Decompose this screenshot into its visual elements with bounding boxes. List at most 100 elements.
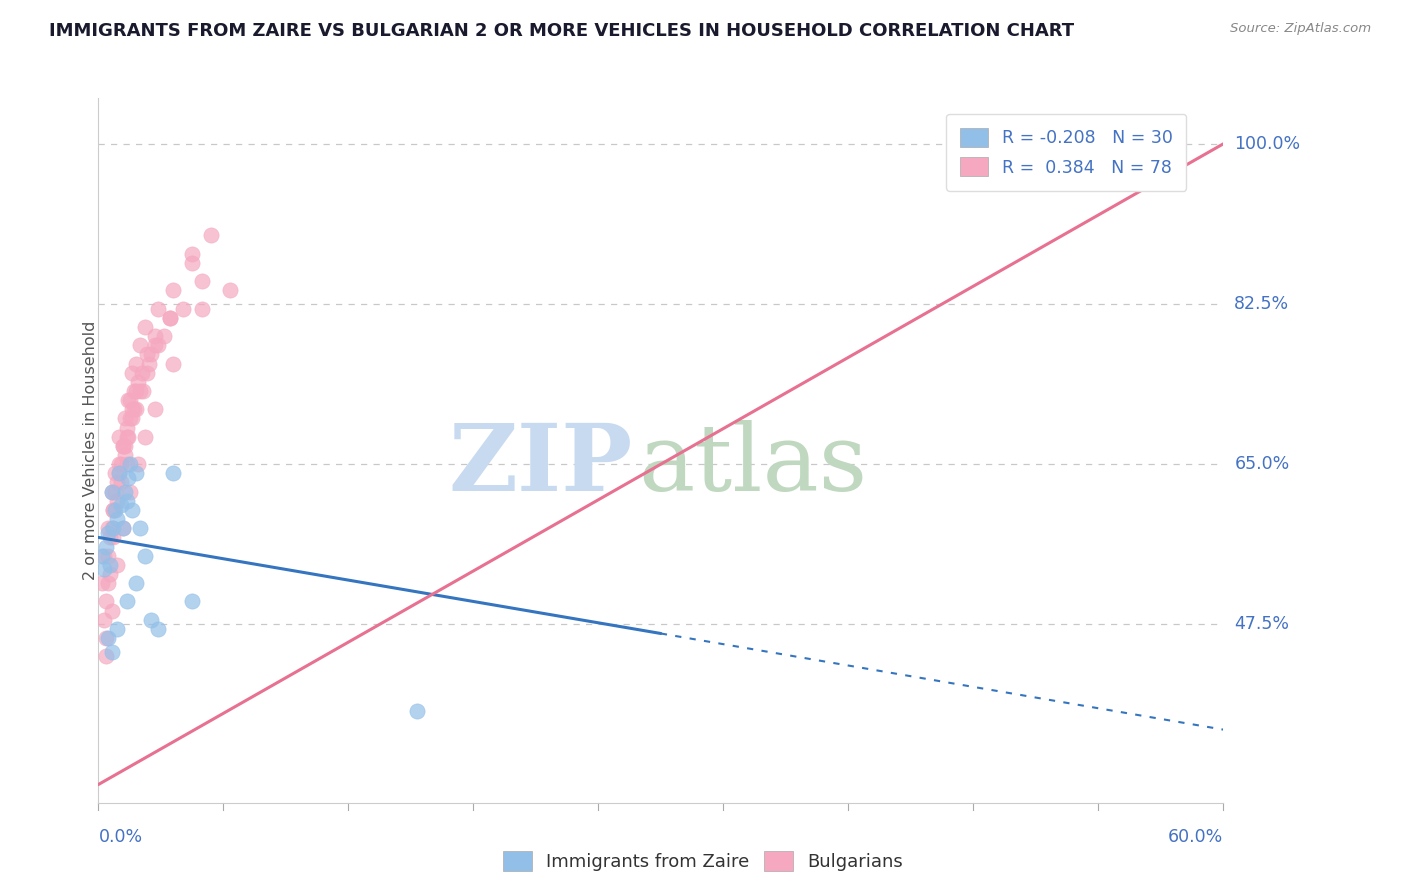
Point (110, 457, 132, 471)
Point (94, 594, 117, 608)
Point (103, 521, 125, 535)
Point (117, 471, 139, 485)
Point (111, 439, 134, 453)
Point (103, 503, 125, 517)
Point (121, 366, 143, 380)
Point (93, 613, 115, 627)
Text: IMMIGRANTS FROM ZAIRE VS BULGARIAN 2 OR MORE VEHICLES IN HOUSEHOLD CORRELATION C: IMMIGRANTS FROM ZAIRE VS BULGARIAN 2 OR … (49, 22, 1074, 40)
Point (108, 467, 131, 481)
Point (120, 457, 142, 471)
Point (132, 384, 155, 398)
Point (91, 576, 114, 591)
Point (100, 484, 122, 499)
Point (98, 567, 121, 582)
Point (125, 467, 148, 481)
Point (159, 310, 181, 325)
Point (115, 420, 138, 434)
Point (94, 540, 117, 554)
Point (97, 631, 120, 645)
Point (136, 366, 159, 380)
Point (153, 329, 176, 343)
Point (97, 521, 120, 535)
Point (143, 329, 166, 343)
Point (105, 558, 128, 572)
Point (108, 430, 131, 444)
Point (131, 366, 153, 380)
Text: 0.0%: 0.0% (98, 828, 142, 846)
Point (94, 631, 117, 645)
Point (138, 357, 160, 371)
Point (104, 503, 127, 517)
Text: 60.0%: 60.0% (1168, 828, 1223, 846)
Point (136, 347, 159, 361)
Point (134, 319, 156, 334)
Point (100, 484, 122, 499)
Point (162, 467, 184, 481)
Point (190, 274, 212, 288)
Point (111, 521, 134, 535)
Point (125, 384, 148, 398)
Text: 82.5%: 82.5% (1234, 295, 1289, 313)
Point (148, 622, 170, 636)
Legend: Immigrants from Zaire, Bulgarians: Immigrants from Zaire, Bulgarians (496, 844, 910, 879)
Point (105, 622, 128, 636)
Point (108, 467, 131, 481)
Point (181, 594, 204, 608)
Point (97, 525, 120, 540)
Point (143, 402, 166, 417)
Point (200, 228, 222, 243)
Y-axis label: 2 or more Vehicles in Household: 2 or more Vehicles in Household (83, 321, 97, 580)
Point (105, 475, 128, 490)
Point (128, 338, 150, 352)
Point (114, 439, 136, 453)
Point (159, 310, 181, 325)
Point (100, 645, 122, 659)
Point (406, 704, 429, 718)
Text: ZIP: ZIP (449, 419, 633, 509)
Point (103, 503, 125, 517)
Point (125, 576, 148, 591)
Point (121, 402, 143, 417)
Point (100, 604, 122, 618)
Point (104, 467, 127, 481)
Point (128, 521, 150, 535)
Point (115, 493, 138, 508)
Point (134, 549, 156, 563)
Point (181, 256, 204, 270)
Point (104, 484, 127, 499)
Point (117, 393, 139, 408)
Point (98, 530, 121, 544)
Point (162, 283, 184, 297)
Point (139, 347, 162, 361)
Point (114, 448, 136, 462)
Point (110, 499, 132, 513)
Legend: R = -0.208   N = 30, R =  0.384   N = 78: R = -0.208 N = 30, R = 0.384 N = 78 (946, 114, 1187, 191)
Text: 65.0%: 65.0% (1234, 455, 1289, 473)
Point (117, 430, 139, 444)
Point (181, 246, 204, 260)
Point (110, 475, 132, 490)
Point (134, 430, 156, 444)
Point (108, 457, 131, 471)
Point (115, 430, 138, 444)
Point (122, 384, 145, 398)
Point (114, 484, 136, 499)
Text: 47.5%: 47.5% (1234, 615, 1289, 633)
Point (120, 393, 142, 408)
Point (127, 375, 149, 389)
Point (172, 301, 194, 316)
Point (190, 301, 212, 316)
Point (120, 411, 142, 425)
Point (127, 457, 149, 471)
Text: atlas: atlas (638, 419, 868, 509)
Point (94, 649, 117, 664)
Point (122, 402, 145, 417)
Point (97, 576, 120, 591)
Point (125, 357, 148, 371)
Point (148, 301, 170, 316)
Point (148, 338, 170, 352)
Point (125, 402, 148, 417)
Point (97, 549, 120, 563)
Point (120, 484, 142, 499)
Point (162, 357, 184, 371)
